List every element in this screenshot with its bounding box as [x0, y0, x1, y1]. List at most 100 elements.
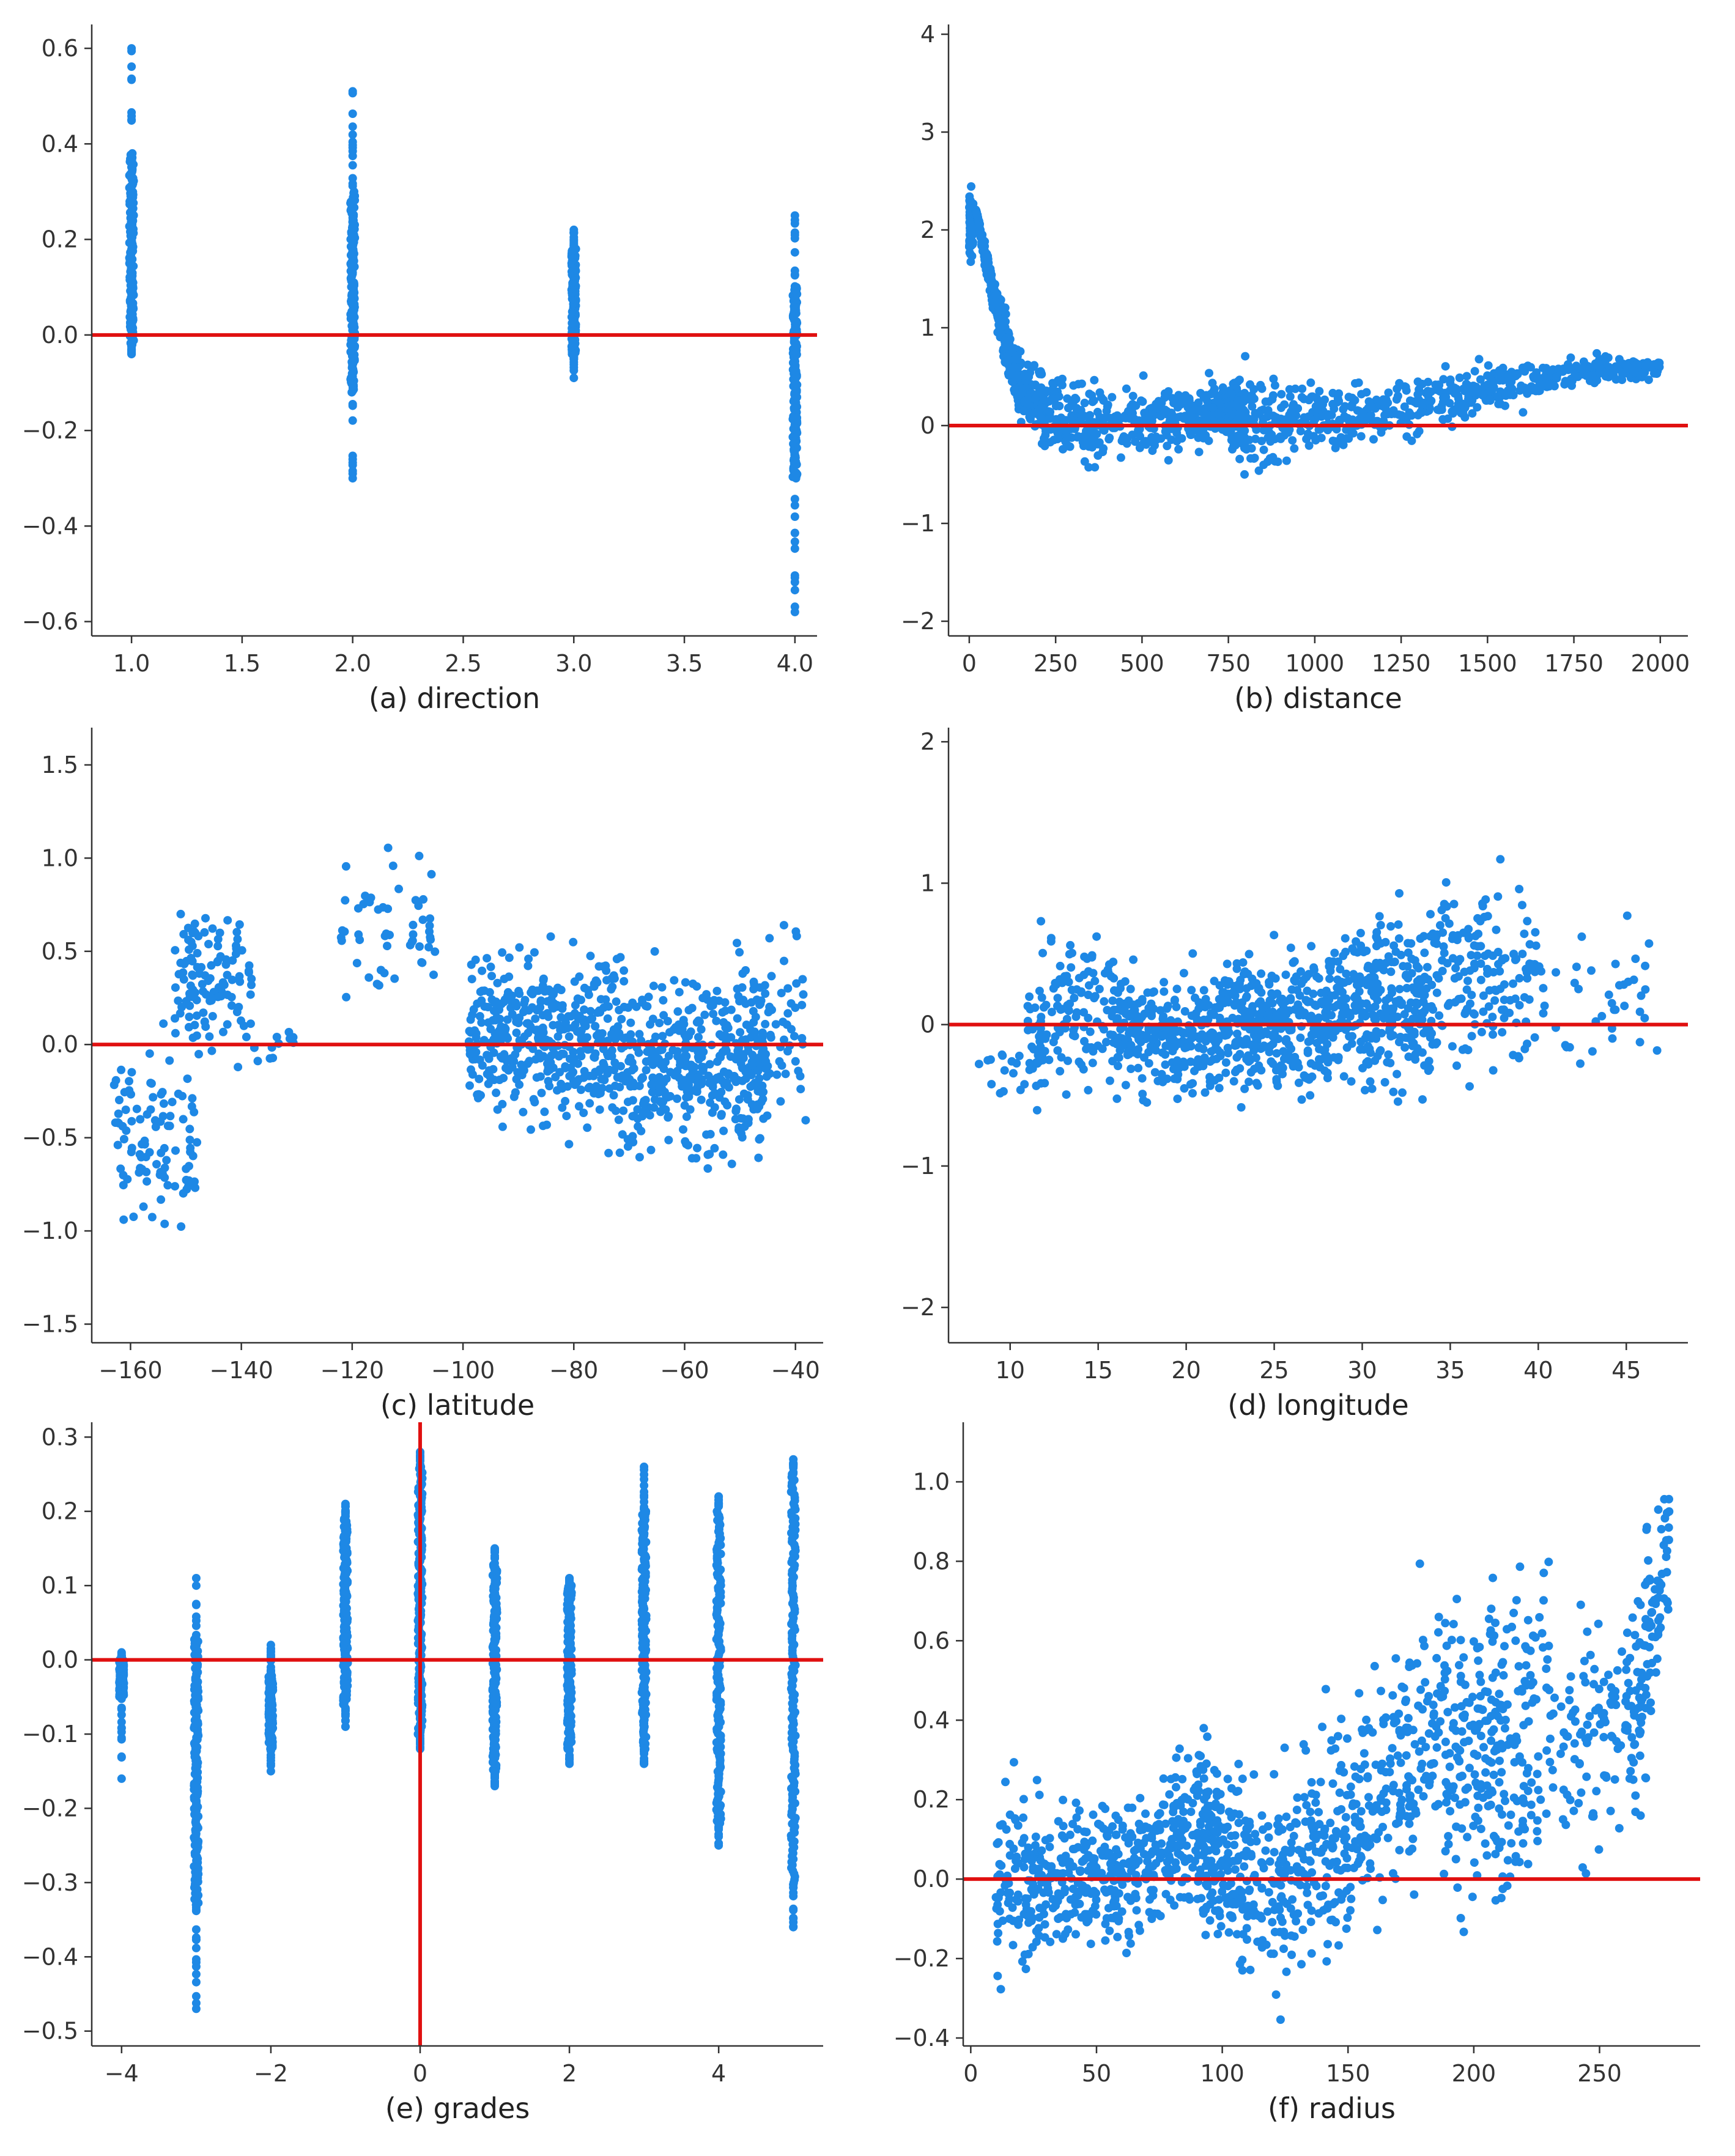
data-point — [483, 1003, 492, 1011]
data-point — [581, 1022, 590, 1030]
data-point — [1032, 1106, 1041, 1115]
data-point — [692, 1154, 701, 1163]
data-point — [1641, 361, 1650, 370]
data-point — [775, 1057, 784, 1066]
data-point — [1476, 975, 1485, 984]
data-point — [485, 988, 494, 997]
data-point — [1154, 397, 1163, 406]
data-point — [1305, 997, 1314, 1006]
data-point — [348, 130, 357, 139]
data-point — [1160, 978, 1169, 987]
x-tick-label: 40 — [1523, 1357, 1553, 1384]
data-point — [790, 607, 799, 616]
data-point — [513, 1044, 522, 1053]
data-point — [991, 291, 1000, 300]
data-point — [983, 254, 993, 264]
data-point — [158, 1169, 167, 1178]
data-point — [1422, 984, 1431, 993]
data-point — [727, 1033, 736, 1042]
data-point — [1148, 446, 1157, 456]
data-point — [967, 182, 975, 191]
data-point — [712, 1016, 721, 1025]
data-point — [1041, 386, 1051, 396]
data-point — [1386, 967, 1396, 976]
data-point — [1126, 984, 1135, 994]
data-point — [223, 916, 232, 925]
y-tick-label: 0.4 — [42, 130, 78, 157]
data-point — [150, 1116, 160, 1125]
data-point — [1249, 394, 1259, 404]
data-point — [1230, 1068, 1240, 1077]
data-point — [1435, 1011, 1444, 1020]
data-point — [712, 986, 722, 995]
data-point — [1449, 899, 1459, 909]
data-point — [411, 896, 420, 905]
data-point — [790, 528, 799, 537]
data-point — [1552, 968, 1561, 977]
data-point — [1307, 942, 1316, 951]
data-point — [1347, 1039, 1356, 1048]
data-point — [761, 1019, 770, 1028]
data-point — [1150, 1032, 1160, 1041]
data-point — [1280, 400, 1289, 409]
data-point — [679, 1016, 688, 1025]
data-point — [794, 1066, 803, 1076]
data-point — [171, 1014, 179, 1023]
data-point — [1287, 1025, 1296, 1035]
data-point — [1080, 399, 1089, 407]
data-point — [1452, 385, 1461, 394]
data-point — [1445, 399, 1454, 408]
data-point — [1526, 363, 1535, 372]
data-point — [1515, 1001, 1524, 1010]
data-point — [509, 1092, 519, 1101]
data-point — [1498, 1028, 1507, 1037]
data-point — [1139, 371, 1148, 380]
data-point — [191, 1183, 200, 1192]
data-point — [1375, 1047, 1385, 1056]
data-point — [1235, 454, 1245, 463]
data-point — [757, 1098, 766, 1107]
data-point — [1467, 388, 1476, 397]
data-point — [603, 1069, 612, 1078]
data-point — [1257, 988, 1266, 997]
data-point — [1089, 969, 1098, 978]
data-point — [1035, 1044, 1045, 1054]
data-point — [503, 1015, 512, 1024]
data-point — [1128, 430, 1137, 440]
data-point — [1294, 1063, 1303, 1072]
data-point — [1473, 403, 1482, 412]
data-point — [1056, 1066, 1065, 1076]
data-point — [1635, 1007, 1644, 1016]
data-point — [569, 352, 579, 361]
data-point — [1178, 396, 1188, 405]
data-point — [171, 1028, 180, 1038]
data-point — [1235, 403, 1244, 412]
data-point — [1106, 1030, 1115, 1039]
data-point — [1600, 357, 1610, 366]
data-point — [692, 1087, 701, 1096]
data-point — [1163, 1004, 1171, 1013]
data-point — [187, 953, 196, 962]
data-point — [1223, 959, 1232, 969]
data-point — [176, 1009, 185, 1018]
data-point — [348, 474, 357, 483]
data-point — [1208, 378, 1217, 388]
data-point — [697, 1052, 706, 1061]
x-tick-label: 3.5 — [666, 650, 703, 677]
data-point — [569, 366, 579, 375]
data-point — [761, 1057, 771, 1066]
data-point — [796, 1085, 805, 1094]
data-point — [505, 972, 514, 981]
data-point — [748, 1050, 757, 1060]
data-point — [235, 972, 244, 981]
data-point — [633, 1105, 642, 1114]
data-point — [1139, 440, 1148, 448]
data-point — [1422, 1027, 1432, 1036]
data-point — [628, 1132, 637, 1141]
data-point — [1082, 954, 1092, 963]
data-point — [127, 350, 136, 359]
data-point — [1290, 444, 1299, 453]
data-point — [546, 932, 555, 941]
data-point — [1246, 380, 1254, 389]
data-point — [431, 947, 440, 956]
